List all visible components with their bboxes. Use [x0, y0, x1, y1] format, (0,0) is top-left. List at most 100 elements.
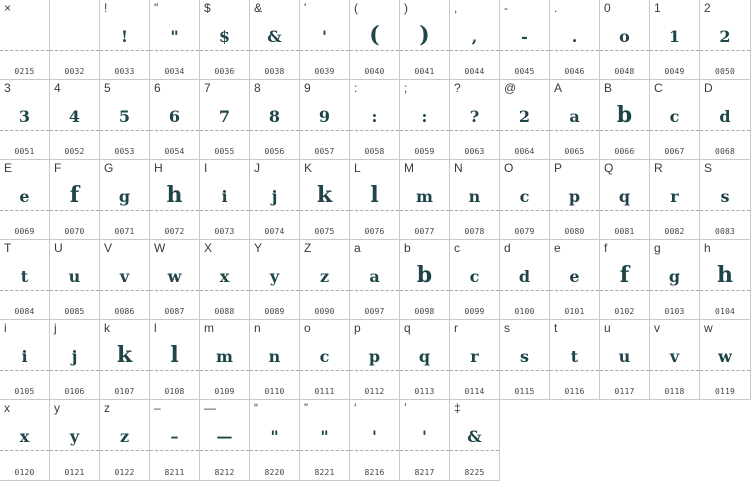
- char-code: 0053: [114, 147, 135, 156]
- char-code: 0084: [14, 307, 35, 316]
- cell-key-char: s: [504, 321, 510, 335]
- baseline: [300, 370, 349, 371]
- char-code: 0097: [364, 307, 385, 316]
- glyph-sample: c: [469, 267, 480, 286]
- glyph-sample: 5: [118, 107, 131, 126]
- cell-key-char: ‘: [354, 401, 357, 415]
- char-code: 0051: [14, 147, 35, 156]
- char-code: 0065: [564, 147, 585, 156]
- glyph-sample: f: [619, 262, 630, 288]
- glyph-cell: $ $0036: [200, 0, 250, 80]
- glyph-sample: 6: [168, 107, 181, 126]
- glyph-cell: q q 0113: [400, 320, 450, 400]
- cell-key-char: 2: [704, 1, 711, 15]
- glyph-sample: d: [719, 107, 731, 126]
- baseline: [50, 130, 99, 131]
- glyph-sample: ': [322, 27, 327, 46]
- char-code: 0052: [64, 147, 85, 156]
- glyph-sample: t: [570, 347, 579, 366]
- glyph-sample: z: [319, 267, 330, 286]
- glyph-cell: & & 0038: [250, 0, 300, 80]
- char-code: 0058: [364, 147, 385, 156]
- cell-key-char: g: [654, 241, 661, 255]
- cell-key-char: Z: [304, 241, 312, 255]
- cell-key-char: r: [454, 321, 458, 335]
- baseline: [700, 50, 750, 51]
- cell-key-char: 1: [654, 1, 661, 15]
- char-code: 0104: [714, 307, 736, 316]
- cell-key-char: z: [104, 401, 110, 415]
- glyph-cell: !! 0033: [100, 0, 150, 80]
- char-code: 0073: [214, 227, 235, 236]
- glyph-sample: g: [668, 267, 681, 286]
- glyph-cell: 0032: [50, 0, 100, 80]
- baseline: [100, 50, 149, 51]
- baseline: [200, 130, 249, 131]
- baseline: [250, 210, 299, 211]
- glyph-sample: [0, 22, 49, 52]
- glyph-cell: ” " 8221: [300, 400, 350, 481]
- char-code: 0083: [714, 227, 736, 236]
- glyph-cell: r r 0114: [450, 320, 500, 400]
- cell-key-char: d: [504, 241, 511, 255]
- char-code: 0115: [514, 387, 535, 396]
- glyph-sample: h: [166, 182, 183, 208]
- cell-key-char: O: [504, 161, 514, 175]
- glyph-cell: × 0215: [0, 0, 50, 80]
- baseline: [500, 370, 549, 371]
- glyph-sample: y: [69, 427, 80, 446]
- baseline: [700, 370, 750, 371]
- glyph-cell: i i 0105: [0, 320, 50, 400]
- char-code: 0076: [364, 227, 385, 236]
- baseline: [0, 370, 49, 371]
- baseline: [50, 210, 99, 211]
- glyph-sample: ': [422, 427, 427, 446]
- baseline: [450, 450, 499, 451]
- glyph-sample: —: [216, 427, 233, 446]
- glyph-sample: a: [369, 267, 380, 286]
- glyph-sample: 4: [68, 107, 81, 126]
- glyph-sample: m: [416, 187, 433, 206]
- char-code: 0111: [314, 387, 335, 396]
- char-code: 8216: [364, 468, 385, 477]
- cell-key-char: i: [4, 321, 7, 335]
- glyph-sample: ": [320, 427, 329, 446]
- glyph-sample: i: [221, 187, 228, 206]
- baseline: [500, 130, 549, 131]
- cell-key-char: N: [454, 161, 463, 175]
- glyph-sample: r: [470, 347, 479, 366]
- cell-key-char: q: [404, 321, 411, 335]
- glyph-sample: &: [467, 427, 482, 446]
- glyph-cell: )) 0041: [400, 0, 450, 80]
- glyph-cell: ,, 0044: [450, 0, 500, 80]
- char-code: 0033: [114, 67, 135, 76]
- cell-key-char: x: [4, 401, 10, 415]
- baseline: [150, 370, 199, 371]
- glyph-sample: ?: [469, 107, 480, 126]
- char-code: 0071: [114, 227, 135, 236]
- cell-key-char: R: [654, 161, 663, 175]
- glyph-cell: d d 0100: [500, 240, 550, 320]
- glyph-cell: l l 0108: [150, 320, 200, 400]
- cell-key-char: $: [204, 1, 211, 15]
- char-code: 0081: [614, 227, 635, 236]
- baseline: [150, 210, 199, 211]
- glyph-sample: c: [669, 107, 680, 126]
- glyph-sample: c: [519, 187, 530, 206]
- char-code: 0056: [264, 147, 285, 156]
- glyph-sample: (: [369, 22, 380, 48]
- cell-key-char: S: [704, 161, 713, 175]
- glyph-sample: m: [216, 347, 233, 366]
- cell-key-char: 6: [154, 81, 161, 95]
- char-code: 0108: [164, 387, 185, 396]
- char-code: 0116: [564, 387, 585, 396]
- baseline: [400, 130, 449, 131]
- cell-key-char: a: [354, 241, 361, 255]
- glyph-cell: v v 0118: [650, 320, 700, 400]
- baseline: [650, 130, 699, 131]
